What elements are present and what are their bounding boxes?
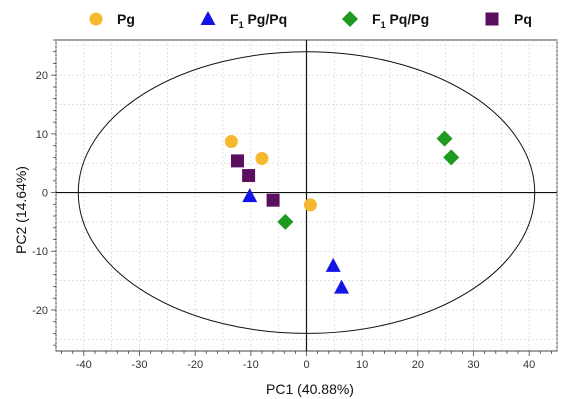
x-tick-label: -10 xyxy=(243,359,259,371)
data-point-diamond xyxy=(277,213,294,230)
confidence-ellipse xyxy=(77,51,536,334)
x-axis-title: PC1 (40.88%) xyxy=(266,381,354,397)
legend-marker-triangle xyxy=(200,11,216,25)
x-tick-label: -30 xyxy=(132,359,148,371)
legend-marker-diamond xyxy=(342,11,358,27)
data-point-square xyxy=(242,169,256,183)
plot-area xyxy=(55,39,558,352)
y-tick-label: 20 xyxy=(36,70,48,82)
legend-marker-square xyxy=(485,12,499,26)
y-tick-label: -10 xyxy=(32,246,48,258)
data-point-circle xyxy=(303,198,317,212)
legend-label: Pq xyxy=(514,11,532,27)
data-point-square xyxy=(230,154,244,168)
x-tick-label: 0 xyxy=(303,359,309,371)
data-point-square xyxy=(266,193,280,207)
y-axis-title: PC2 (14.64%) xyxy=(13,166,29,254)
data-point-circle xyxy=(224,135,238,149)
y-tick-label: 0 xyxy=(42,188,48,200)
x-tick-label: -40 xyxy=(76,359,92,371)
y-tick-label: -20 xyxy=(32,305,48,317)
legend-marker-circle xyxy=(89,12,103,26)
data-point-triangle xyxy=(325,257,341,272)
x-tick-label: 10 xyxy=(356,359,368,371)
data-point-diamond xyxy=(436,130,453,147)
data-point-circle xyxy=(255,152,269,166)
x-tick-label: 20 xyxy=(412,359,424,371)
data-point-triangle xyxy=(242,188,258,203)
legend-label: F1 Pq/Pg xyxy=(372,11,429,30)
data-point-diamond xyxy=(443,149,460,166)
legend-label: F1 Pg/Pq xyxy=(230,11,287,30)
x-tick-label: -20 xyxy=(187,359,203,371)
legend: Pg F1 Pg/Pq F1 Pq/Pg Pq xyxy=(89,11,532,30)
axes: -40 -30 -20 -10 0 10 20 30 40 -20 -10 0 10 20 xyxy=(32,39,552,371)
x-tick-label: 30 xyxy=(467,359,479,371)
legend-label: Pg xyxy=(117,11,135,27)
y-tick-label: 10 xyxy=(36,129,48,141)
data-point-triangle xyxy=(334,279,350,294)
x-tick-label: 40 xyxy=(523,359,535,371)
